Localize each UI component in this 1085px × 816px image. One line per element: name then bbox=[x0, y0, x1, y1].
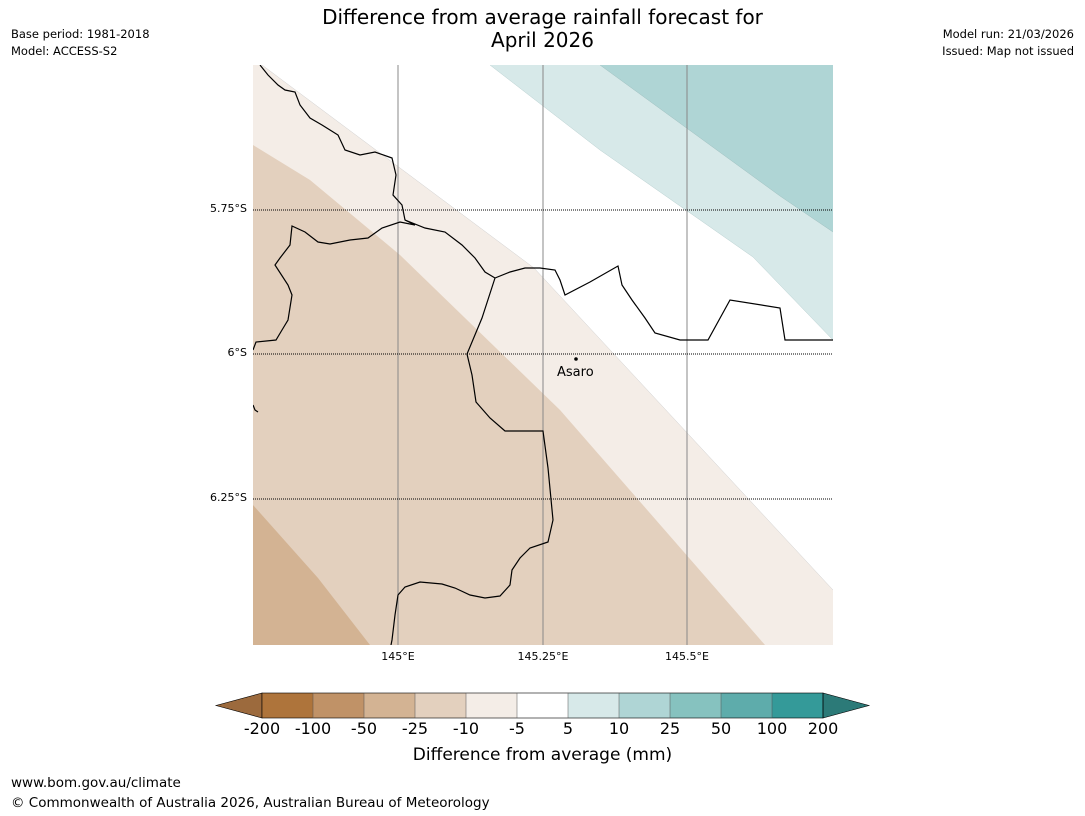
title-line-2: April 2026 bbox=[491, 28, 594, 52]
footer-url[interactable]: www.bom.gov.au/climate bbox=[11, 775, 181, 791]
colorbar-tick: -5 bbox=[509, 719, 525, 738]
colorbar-seg-5 bbox=[466, 693, 517, 718]
colorbar-tick: 50 bbox=[710, 719, 732, 738]
border-line bbox=[253, 404, 259, 413]
colorbar-seg-7 bbox=[568, 693, 619, 718]
colorbar-tick: -200 bbox=[243, 719, 281, 738]
issued-text: Issued: Map not issued bbox=[942, 44, 1074, 58]
colorbar-seg-11 bbox=[772, 693, 823, 718]
colorbar-right-arrow bbox=[822, 692, 871, 719]
lat-label-5-75: 5.75°S bbox=[210, 202, 247, 215]
colorbar-tick: -50 bbox=[350, 719, 378, 738]
colorbar-seg-8 bbox=[619, 693, 670, 718]
colorbar-seg-6 bbox=[517, 693, 568, 718]
lon-label-145-5: 145.5°E bbox=[665, 650, 709, 663]
band-minus25-minus50 bbox=[253, 505, 370, 645]
border-line bbox=[390, 277, 554, 645]
colorbar-seg-2 bbox=[313, 693, 364, 718]
border-line bbox=[253, 65, 416, 351]
lat-label-6: 6°S bbox=[227, 346, 247, 359]
colorbar-dividers bbox=[312, 693, 773, 718]
border-line bbox=[404, 219, 833, 341]
lat-label-6-25: 6.25°S bbox=[210, 491, 247, 504]
meta-right: Model run: 21/03/2026 Issued: Map not is… bbox=[942, 26, 1074, 60]
colorbar-tick: -25 bbox=[401, 719, 429, 738]
lon-label-145-25: 145.25°E bbox=[517, 650, 569, 663]
colorbar-tick: 25 bbox=[659, 719, 681, 738]
contour-edge bbox=[489, 65, 833, 341]
model-text: Model: ACCESS-S2 bbox=[11, 44, 118, 58]
band-minus10-minus25 bbox=[253, 145, 765, 645]
colorbar-seg-1 bbox=[262, 693, 313, 718]
base-period-text: Base period: 1981-2018 bbox=[11, 27, 150, 41]
asaro-point bbox=[574, 357, 578, 361]
colorbar-tick: 5 bbox=[562, 719, 574, 738]
colorbar-tick: 100 bbox=[756, 719, 788, 738]
colorbar-left-arrow bbox=[214, 692, 263, 719]
lon-label-145: 145°E bbox=[381, 650, 415, 663]
colorbar-seg-3 bbox=[364, 693, 415, 718]
colorbar-tick: -10 bbox=[452, 719, 480, 738]
model-run-text: Model run: 21/03/2026 bbox=[942, 27, 1074, 41]
band-10-25 bbox=[600, 65, 833, 232]
map-title: Difference from average rainfall forecas… bbox=[0, 6, 1085, 52]
colorbar-tick: -100 bbox=[294, 719, 332, 738]
colorbar-tick: 10 bbox=[608, 719, 630, 738]
colorbar-tick: 200 bbox=[807, 719, 839, 738]
colorbar-title: Difference from average (mm) bbox=[412, 745, 673, 765]
colorbar-seg-4 bbox=[415, 693, 466, 718]
colorbar-seg-9 bbox=[670, 693, 721, 718]
contour-edge bbox=[599, 65, 833, 233]
colorbar-seg-10 bbox=[721, 693, 772, 718]
place-label-asaro: Asaro bbox=[557, 365, 594, 380]
title-line-1: Difference from average rainfall forecas… bbox=[322, 5, 763, 29]
map-area bbox=[253, 65, 833, 645]
colorbar-outline bbox=[261, 692, 824, 719]
colorbar bbox=[214, 692, 871, 719]
footer-copyright: © Commonwealth of Australia 2026, Austra… bbox=[11, 795, 490, 811]
meta-left: Base period: 1981-2018 Model: ACCESS-S2 bbox=[11, 26, 150, 60]
